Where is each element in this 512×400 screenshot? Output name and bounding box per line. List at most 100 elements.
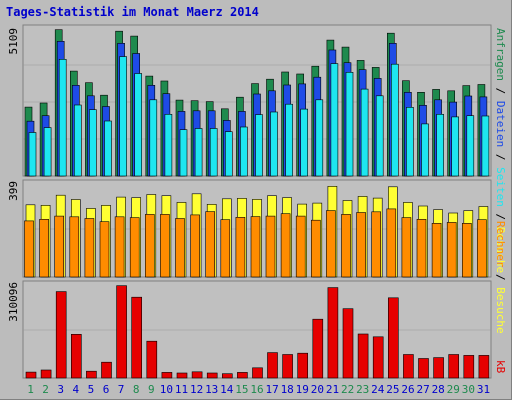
middle-bar-rechner-day-13 <box>205 211 215 278</box>
top-bar-seiten-day-28 <box>436 114 444 177</box>
middle-bar-rechner-day-18 <box>280 213 291 278</box>
middle-bar-rechner-day-17 <box>265 215 276 278</box>
middle-bar-rechner-day-21 <box>326 210 336 278</box>
right-label-bottom: kB <box>494 360 507 374</box>
middle-bar-rechner-day-24 <box>371 211 382 278</box>
bottom-bar-kb-day-15 <box>237 372 248 379</box>
middle-bar-rechner-day-2 <box>39 219 49 278</box>
bottom-bar-kb-day-29 <box>448 354 460 379</box>
middle-bar-rechner-day-9 <box>145 214 155 278</box>
bottom-bar-kb-day-3 <box>55 291 67 379</box>
top-bar-seiten-day-9 <box>149 99 158 177</box>
middle-bar-rechner-day-3 <box>54 215 65 278</box>
bottom-bar-kb-day-17 <box>267 352 278 379</box>
x-tick-label-25: 25 <box>386 383 399 396</box>
bottom-bar-kb-day-25 <box>387 297 399 379</box>
bottom-bar-kb-day-24 <box>372 336 384 379</box>
top-bar-seiten-day-20 <box>315 99 324 177</box>
x-tick-label-27: 27 <box>416 383 429 396</box>
x-tick-label-31: 31 <box>477 383 490 396</box>
x-tick-label-21: 21 <box>326 383 339 396</box>
bottom-bar-kb-day-21 <box>327 287 339 379</box>
middle-bar-rechner-day-6 <box>99 221 110 278</box>
top-bar-seiten-day-23 <box>360 88 369 177</box>
bottom-bar-kb-day-19 <box>297 352 309 379</box>
middle-bar-rechner-day-30 <box>461 223 472 278</box>
middle-bar-rechner-day-16 <box>250 216 261 278</box>
top-bar-seiten-day-31 <box>481 115 490 177</box>
top-ymax-label: 5109 <box>7 28 20 55</box>
bottom-bar-kb-day-30 <box>463 355 475 379</box>
middle-bar-rechner-day-31 <box>477 219 487 278</box>
x-tick-label-13: 13 <box>205 383 218 396</box>
top-bar-seiten-day-26 <box>406 107 414 177</box>
bottom-bar-kb-day-10 <box>161 372 173 379</box>
top-bar-seiten-day-2 <box>43 127 52 177</box>
middle-bar-rechner-day-19 <box>295 215 306 278</box>
bottom-bar-kb-day-14 <box>222 373 233 379</box>
x-tick-label-4: 4 <box>72 383 79 396</box>
top-bar-seiten-day-29 <box>451 116 460 177</box>
bottom-bar-kb-day-1 <box>25 371 37 379</box>
x-tick-label-18: 18 <box>281 383 294 396</box>
bottom-bar-kb-day-4 <box>71 333 82 379</box>
top-bar-seiten-day-30 <box>466 115 475 177</box>
middle-bar-rechner-day-22 <box>341 214 351 278</box>
x-tick-label-11: 11 <box>175 383 188 396</box>
right-label-top-part-2: Dateien <box>494 101 507 147</box>
chart-title: Tages-Statistik im Monat Maerz 2014 <box>6 5 259 19</box>
top-bar-seiten-day-6 <box>104 120 112 177</box>
top-bar-seiten-day-10 <box>164 114 173 177</box>
middle-bar-rechner-day-8 <box>129 217 140 278</box>
x-tick-label-23: 23 <box>356 383 369 396</box>
middle-bar-rechner-day-12 <box>190 214 200 278</box>
x-tick-label-9: 9 <box>148 383 155 396</box>
bottom-bar-kb-day-7 <box>116 285 127 379</box>
x-tick-label-28: 28 <box>432 383 445 396</box>
bottom-bar-kb-day-31 <box>478 355 490 379</box>
bottom-bar-kb-day-20 <box>312 318 324 379</box>
right-label-middle-part-1: / <box>494 267 507 287</box>
right-label-top-part-4: Seiten <box>494 167 507 207</box>
top-bar-seiten-day-25 <box>390 63 399 177</box>
x-tick-label-2: 2 <box>42 383 49 396</box>
top-bar-seiten-day-27 <box>421 123 429 177</box>
x-tick-label-14: 14 <box>220 383 234 396</box>
top-bar-seiten-day-18 <box>285 103 293 177</box>
x-tick-label-22: 22 <box>341 383 354 396</box>
middle-bar-rechner-day-11 <box>175 218 185 278</box>
top-bar-seiten-day-1 <box>28 132 37 177</box>
bottom-bar-kb-day-5 <box>86 370 97 379</box>
top-bar-seiten-day-22 <box>345 72 354 177</box>
x-tick-label-29: 29 <box>447 383 460 396</box>
bottom-bar-kb-day-22 <box>342 308 354 379</box>
bottom-bar-kb-day-11 <box>176 372 188 379</box>
middle-bar-rechner-day-23 <box>356 212 366 278</box>
bottom-bar-kb-day-23 <box>357 333 369 379</box>
right-label-top-part-0: Anfragen <box>494 28 507 81</box>
middle-bar-rechner-day-27 <box>416 219 427 278</box>
top-bar-seiten-day-8 <box>134 73 142 177</box>
middle-bar-rechner-day-26 <box>401 217 412 278</box>
top-bar-seiten-day-11 <box>179 129 188 177</box>
right-label-bottom-part-0: kB <box>494 360 507 374</box>
right-label-middle-part-0: Rechner <box>494 221 507 268</box>
middle-bar-rechner-day-29 <box>446 222 457 278</box>
right-label-top-part-1: / <box>494 81 507 101</box>
top-bar-seiten-day-12 <box>194 128 203 177</box>
bottom-bar-kb-day-28 <box>433 357 444 379</box>
bottom-ymax-label: 310096 <box>7 282 20 322</box>
middle-bar-rechner-day-25 <box>386 208 397 278</box>
x-tick-label-26: 26 <box>401 383 414 396</box>
middle-bar-rechner-day-7 <box>114 216 125 278</box>
bottom-bar-kb-day-18 <box>282 354 293 379</box>
top-bar-seiten-day-24 <box>375 95 384 177</box>
bottom-bar-kb-day-27 <box>418 358 429 379</box>
x-tick-label-5: 5 <box>88 383 95 396</box>
top-bar-seiten-day-5 <box>89 109 97 177</box>
right-label-top-part-6: Besuche <box>494 227 507 273</box>
middle-ymax-label: 399 <box>7 181 20 201</box>
x-tick-label-19: 19 <box>296 383 309 396</box>
x-tick-label-8: 8 <box>133 383 140 396</box>
